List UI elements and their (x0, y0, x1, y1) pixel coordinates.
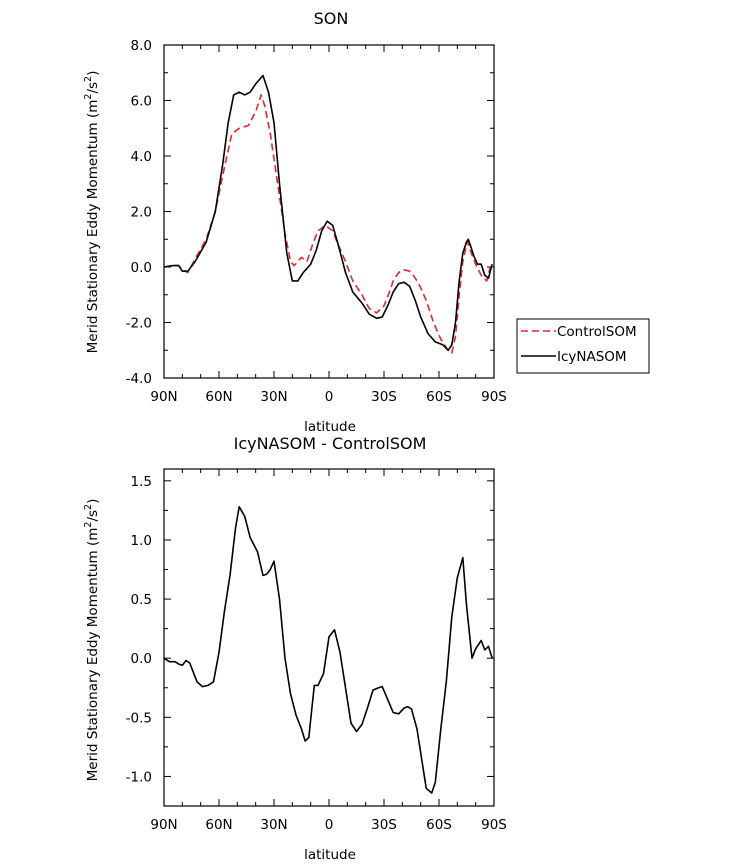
x-tick-label-bottom: 30N (260, 817, 287, 833)
x-axis-label-top: latitude (304, 419, 356, 435)
x-tick-label-top: 30S (371, 389, 397, 405)
series-line-icynasom-top (163, 74, 493, 352)
legend-label-controlsom: ControlSOM (557, 324, 637, 340)
y-tick-label-bottom: 0.5 (131, 592, 152, 608)
y-tick-label-top: 0.0 (131, 260, 152, 276)
y-axis-label-bottom: Merid Stationary Eddy Momentum (m2/s2) (83, 499, 101, 782)
y-axis-label-top: Merid Stationary Eddy Momentum (m2/s2) (83, 71, 101, 354)
x-tick-label-top: 60S (426, 389, 452, 405)
y-tick-label-top: 6.0 (131, 94, 152, 110)
series-line-controlsom-top (163, 94, 493, 354)
y-tick-label-top: 8.0 (131, 38, 152, 54)
y-tick-label-top: 4.0 (131, 149, 152, 165)
x-tick-label-top: 60N (205, 389, 232, 405)
panel-top: SON latitude Merid Stationary Eddy Momen… (83, 9, 507, 435)
y-tick-label-top: 2.0 (131, 205, 152, 221)
legend-label-icynasom: IcyNASOM (557, 349, 627, 365)
x-tick-label-bottom: 0 (325, 817, 334, 833)
y-tick-label-bottom: 1.5 (131, 474, 152, 490)
plot-frame-top (163, 44, 495, 379)
x-tick-label-bottom: 60N (205, 817, 232, 833)
x-tick-label-bottom: 90S (481, 817, 507, 833)
y-tick-label-bottom: -0.5 (126, 710, 152, 726)
x-axis-label-bottom: latitude (304, 847, 356, 863)
panel-bottom: IcyNASOM - ControlSOM latitude Merid Sta… (83, 434, 507, 863)
x-tick-label-top: 30N (260, 389, 287, 405)
x-tick-label-bottom: 30S (371, 817, 397, 833)
legend-box (516, 318, 650, 374)
y-tick-label-bottom: 1.0 (131, 533, 152, 549)
chart-title-bottom: IcyNASOM - ControlSOM (234, 434, 427, 453)
x-tick-label-bottom: 60S (426, 817, 452, 833)
chart-title-top: SON (314, 9, 349, 28)
x-tick-label-top: 0 (325, 389, 334, 405)
legend: ControlSOM IcyNASOM (516, 318, 650, 374)
x-tick-label-top: 90S (481, 389, 507, 405)
y-tick-label-bottom: 0.0 (131, 651, 152, 667)
y-tick-label-top: -4.0 (126, 371, 152, 387)
y-tick-label-bottom: -1.0 (126, 769, 152, 785)
series-line-difference-bottom (163, 505, 493, 794)
x-tick-label-top: 90N (150, 389, 177, 405)
x-tick-label-bottom: 90N (150, 817, 177, 833)
y-tick-label-top: -2.0 (126, 316, 152, 332)
